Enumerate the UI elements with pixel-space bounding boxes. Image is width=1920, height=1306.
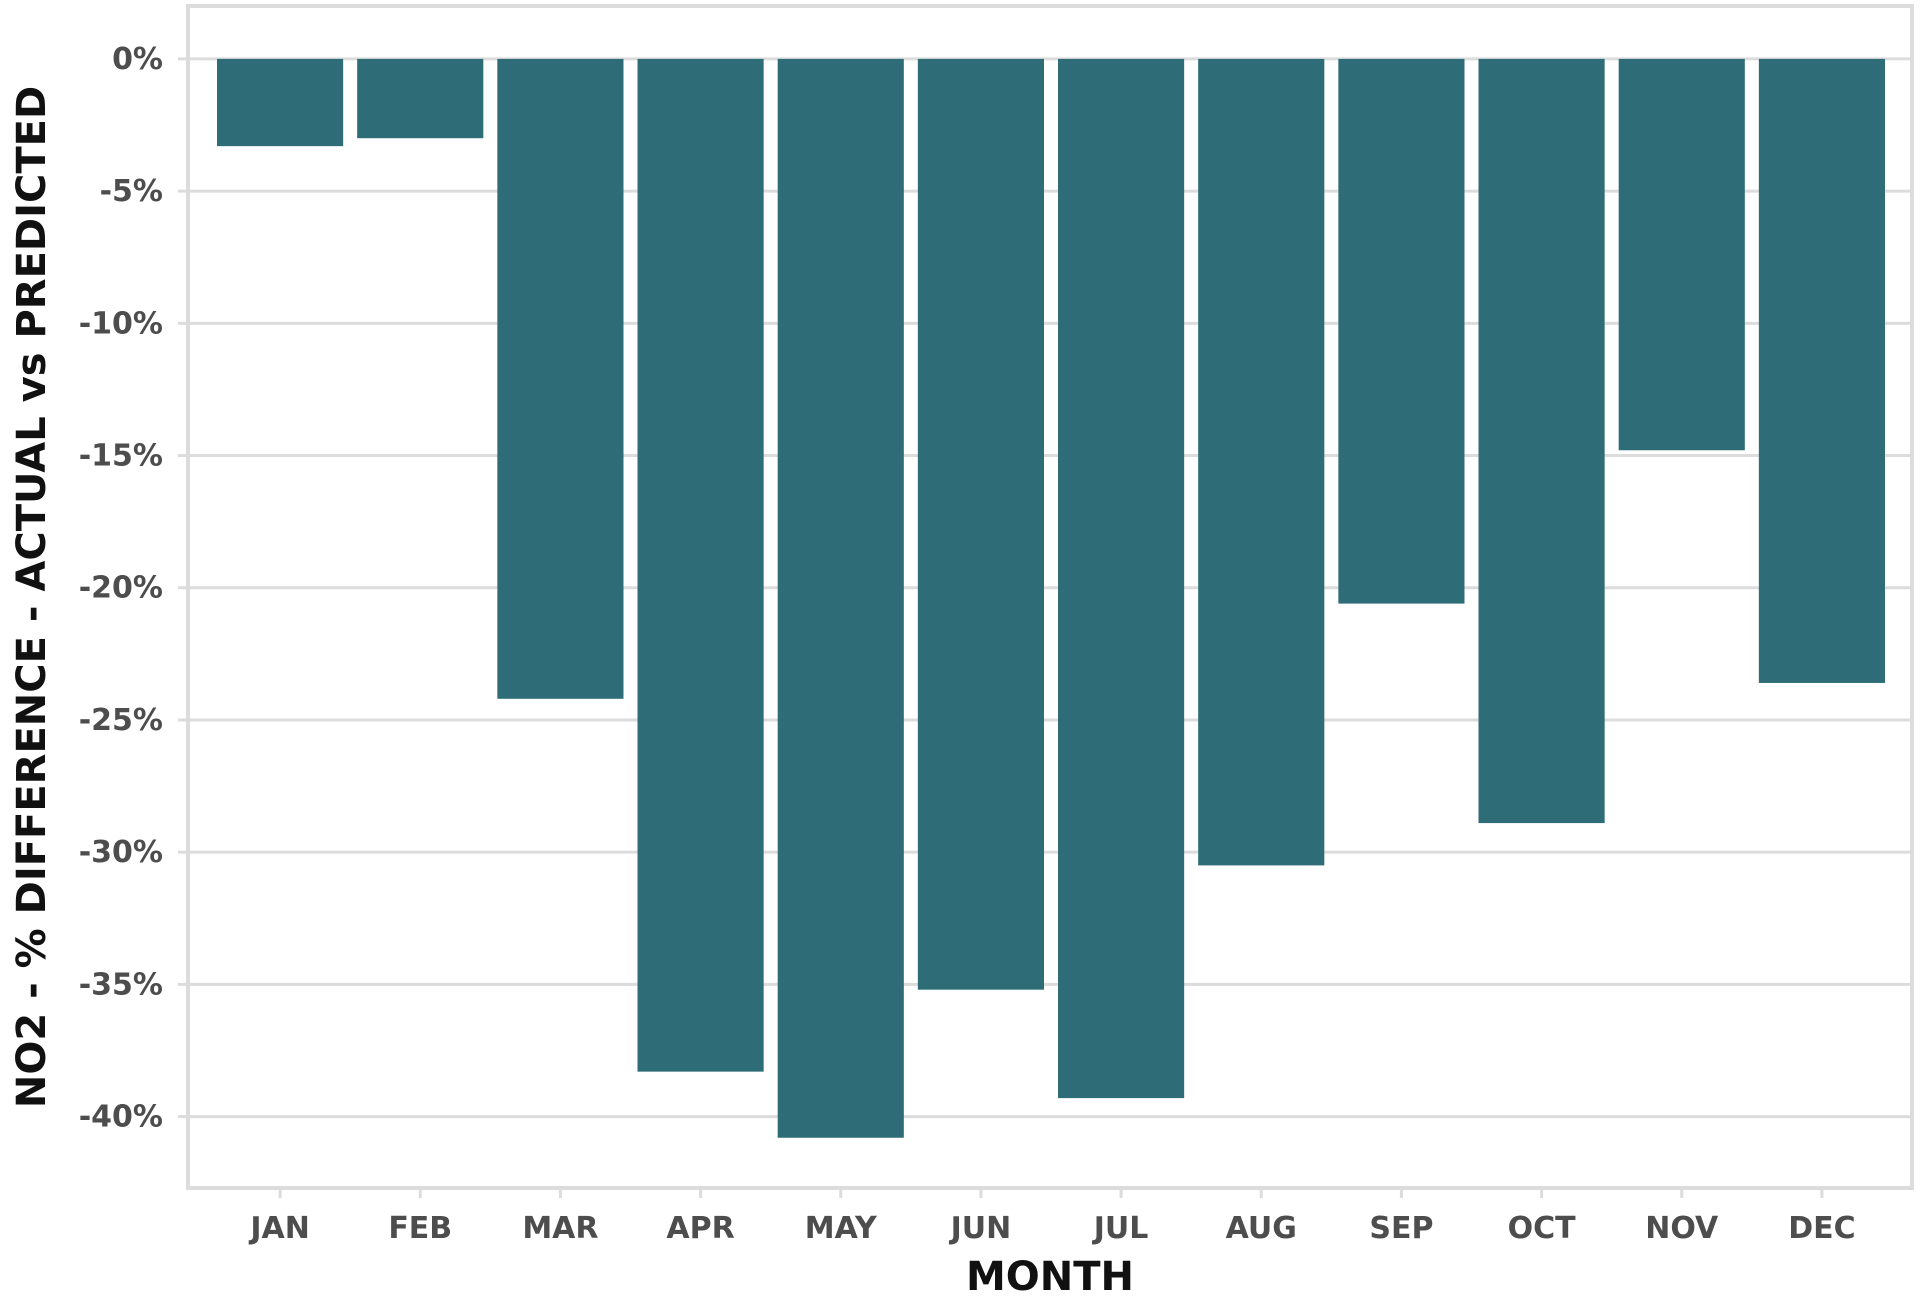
x-tick-label: FEB	[388, 1211, 452, 1246]
bar-oct	[1478, 58, 1605, 824]
bar-sep	[1338, 58, 1465, 604]
y-tick-label: -40%	[79, 1100, 163, 1135]
bar-jan	[217, 58, 344, 147]
y-tick-label: -15%	[79, 439, 163, 474]
x-tick-label: MAY	[805, 1211, 878, 1246]
bar-mar	[497, 58, 624, 699]
x-tick-label: JAN	[248, 1211, 310, 1246]
gridlines	[178, 57, 1912, 1119]
bar-feb	[357, 58, 484, 139]
x-axis-title: MONTH	[966, 1254, 1134, 1300]
plot-frame	[186, 4, 1914, 1190]
bar-dec	[1758, 58, 1885, 683]
bar-apr	[637, 58, 764, 1072]
x-tick-label: MAR	[522, 1211, 598, 1246]
x-tick-label: DEC	[1788, 1211, 1855, 1246]
bar-aug	[1198, 58, 1325, 866]
y-axis-title: NO2 - % DIFFERENCE - ACTUAL vs PREDICTED	[9, 86, 55, 1108]
y-tick-label: -30%	[79, 835, 163, 870]
x-tick-label: NOV	[1645, 1211, 1719, 1246]
y-tick-label: -5%	[100, 174, 163, 209]
x-tick-label: JUL	[1092, 1211, 1149, 1246]
x-tick-label: AUG	[1226, 1211, 1297, 1246]
y-tick-label: -20%	[79, 571, 163, 606]
x-tick-label: APR	[666, 1211, 734, 1246]
y-tick-labels: 0% -5% -10% -15% -20% -25% -30% -35% -40%	[79, 42, 163, 1135]
bar-may	[777, 58, 904, 1138]
x-tick-label: SEP	[1369, 1211, 1433, 1246]
x-tick-label: JUN	[949, 1211, 1012, 1246]
y-tick-label: -25%	[79, 703, 163, 738]
bar-jul	[1058, 58, 1185, 1099]
y-tick-label: -35%	[79, 967, 163, 1002]
y-tick-label: 0%	[112, 42, 163, 77]
x-tick-label: OCT	[1508, 1211, 1577, 1246]
y-tick-label: -10%	[79, 306, 163, 341]
bar-jun	[917, 58, 1044, 990]
bars	[217, 58, 1885, 1138]
bar-nov	[1618, 58, 1745, 451]
x-tick-labels: JAN FEB MAR APR MAY JUN JUL AUG SEP OCT NOV DEC	[248, 1188, 1856, 1246]
